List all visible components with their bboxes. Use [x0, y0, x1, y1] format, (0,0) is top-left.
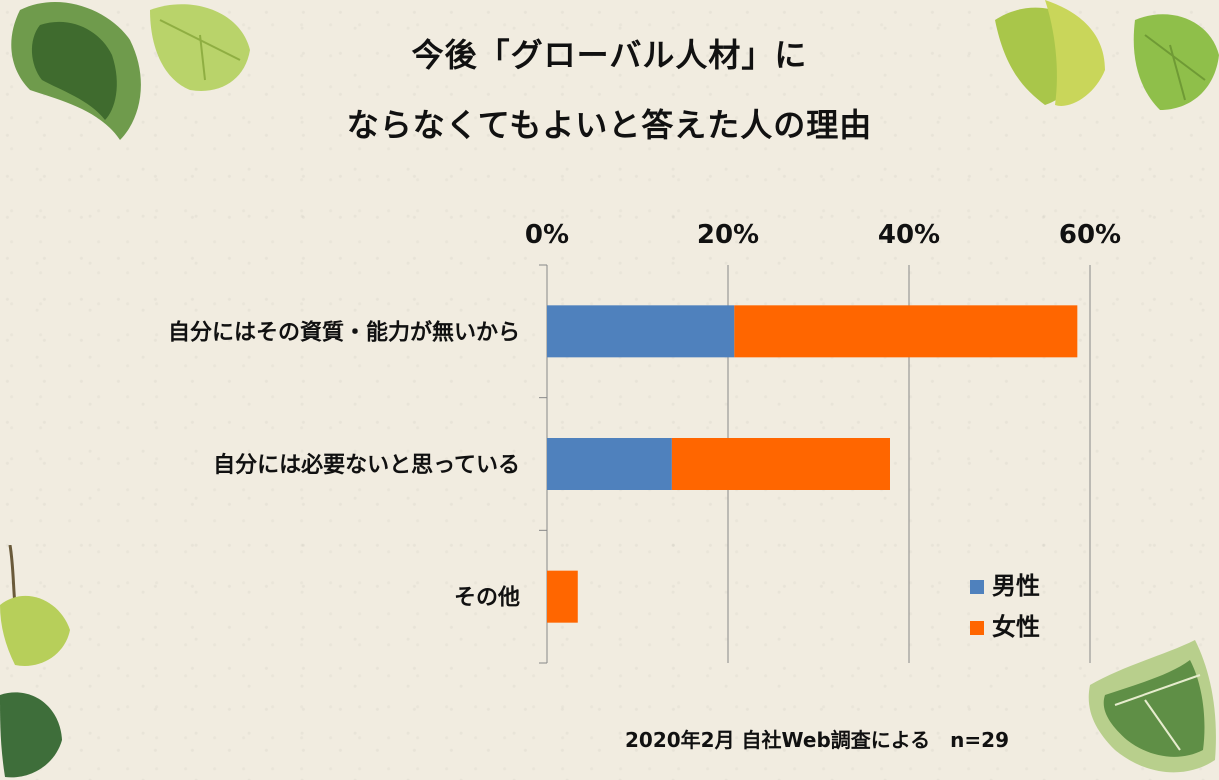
category-label: 自分には必要ないと思っている: [213, 452, 520, 478]
x-tick-label: 20%: [697, 220, 759, 250]
x-tick-label: 40%: [878, 220, 940, 250]
x-tick-label: 60%: [1059, 220, 1121, 250]
ivy-leaf-top-right-icon: [995, 0, 1219, 110]
chart-title-line-1: 今後「グローバル人材」に: [411, 36, 808, 74]
x-tick-label: 0%: [525, 220, 569, 250]
bar-male: [547, 438, 672, 490]
ivy-leaf-bottom-left-icon: [0, 545, 70, 778]
bar-female: [547, 570, 578, 623]
legend-label: 女性: [992, 613, 1040, 641]
ivy-leaf-bottom-right-icon: [1088, 640, 1216, 773]
category-label: 自分にはその資質・能力が無いから: [168, 319, 520, 345]
bar-female: [671, 438, 890, 490]
chart-title-line-2: ならなくてもよいと答えた人の理由: [346, 106, 873, 144]
bar-male: [547, 305, 735, 358]
legend-label: 男性: [992, 572, 1040, 600]
bar-female: [734, 305, 1078, 358]
legend-swatch: [970, 621, 984, 635]
ivy-leaf-top-left-icon: [11, 1, 250, 140]
legend-swatch: [970, 580, 984, 594]
footer-source-note: 2020年2月 自社Web調査による n=29: [625, 728, 1009, 752]
category-label: その他: [454, 586, 520, 611]
